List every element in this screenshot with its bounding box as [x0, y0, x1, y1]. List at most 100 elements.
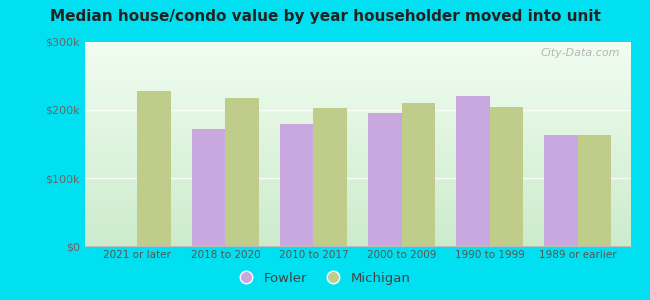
- Bar: [84, 64, 630, 67]
- Bar: [84, 73, 630, 75]
- Bar: [84, 191, 630, 193]
- Bar: [84, 175, 630, 177]
- Bar: [84, 132, 630, 134]
- Bar: [84, 99, 630, 101]
- Bar: [226, 98, 259, 246]
- Bar: [84, 103, 630, 105]
- Bar: [84, 54, 630, 56]
- Bar: [456, 96, 489, 246]
- Bar: [84, 119, 630, 122]
- Bar: [84, 75, 630, 77]
- Bar: [84, 89, 630, 91]
- Bar: [84, 46, 630, 48]
- Bar: [84, 58, 630, 60]
- Bar: [84, 158, 630, 160]
- Bar: [137, 91, 171, 246]
- Bar: [84, 224, 630, 226]
- Bar: [84, 172, 630, 175]
- Bar: [84, 152, 630, 154]
- Bar: [84, 154, 630, 156]
- Bar: [84, 150, 630, 152]
- Bar: [84, 195, 630, 197]
- Bar: [84, 118, 630, 119]
- Bar: [84, 160, 630, 162]
- Bar: [84, 209, 630, 211]
- Bar: [84, 170, 630, 172]
- Bar: [84, 213, 630, 215]
- Bar: [84, 142, 630, 144]
- Bar: [84, 197, 630, 199]
- Bar: [313, 108, 347, 246]
- Bar: [84, 144, 630, 146]
- Bar: [578, 135, 611, 246]
- Bar: [84, 221, 630, 224]
- Bar: [192, 129, 226, 246]
- Bar: [84, 156, 630, 158]
- Bar: [280, 124, 313, 246]
- Bar: [84, 77, 630, 79]
- Bar: [368, 113, 402, 246]
- Bar: [84, 146, 630, 148]
- Bar: [84, 48, 630, 50]
- Bar: [402, 103, 435, 246]
- Bar: [84, 44, 630, 46]
- Bar: [84, 236, 630, 238]
- Bar: [84, 67, 630, 68]
- Bar: [84, 113, 630, 116]
- Bar: [84, 220, 630, 221]
- Bar: [84, 230, 630, 232]
- Bar: [84, 79, 630, 81]
- Bar: [84, 107, 630, 109]
- Bar: [84, 183, 630, 185]
- Bar: [84, 136, 630, 138]
- Bar: [84, 138, 630, 140]
- Bar: [192, 129, 226, 246]
- Bar: [84, 122, 630, 124]
- Bar: [84, 109, 630, 111]
- Bar: [84, 105, 630, 107]
- Bar: [84, 95, 630, 97]
- Bar: [84, 234, 630, 236]
- Bar: [84, 207, 630, 209]
- Bar: [84, 111, 630, 113]
- Bar: [84, 203, 630, 205]
- Bar: [84, 148, 630, 150]
- Bar: [84, 205, 630, 207]
- Bar: [84, 193, 630, 195]
- Bar: [84, 211, 630, 213]
- Bar: [84, 52, 630, 54]
- Bar: [84, 93, 630, 95]
- Bar: [84, 187, 630, 189]
- Bar: [84, 60, 630, 62]
- Bar: [84, 81, 630, 83]
- Bar: [84, 240, 630, 242]
- Bar: [84, 97, 630, 99]
- Bar: [84, 228, 630, 230]
- Bar: [84, 116, 630, 118]
- Bar: [84, 68, 630, 70]
- Bar: [84, 50, 630, 52]
- Bar: [84, 87, 630, 89]
- Bar: [84, 56, 630, 58]
- Bar: [84, 244, 630, 246]
- Bar: [84, 101, 630, 103]
- Bar: [84, 185, 630, 187]
- Bar: [84, 189, 630, 191]
- Legend: Fowler, Michigan: Fowler, Michigan: [235, 266, 415, 290]
- Bar: [137, 91, 171, 246]
- Bar: [84, 162, 630, 164]
- Bar: [84, 169, 630, 170]
- Bar: [84, 83, 630, 85]
- Bar: [489, 106, 523, 246]
- Bar: [368, 113, 402, 246]
- Bar: [84, 215, 630, 217]
- Bar: [84, 232, 630, 234]
- Bar: [84, 167, 630, 169]
- Bar: [84, 85, 630, 87]
- Bar: [84, 91, 630, 93]
- Bar: [84, 238, 630, 240]
- Bar: [456, 96, 489, 246]
- Bar: [84, 179, 630, 181]
- Bar: [313, 108, 347, 246]
- Bar: [84, 164, 630, 166]
